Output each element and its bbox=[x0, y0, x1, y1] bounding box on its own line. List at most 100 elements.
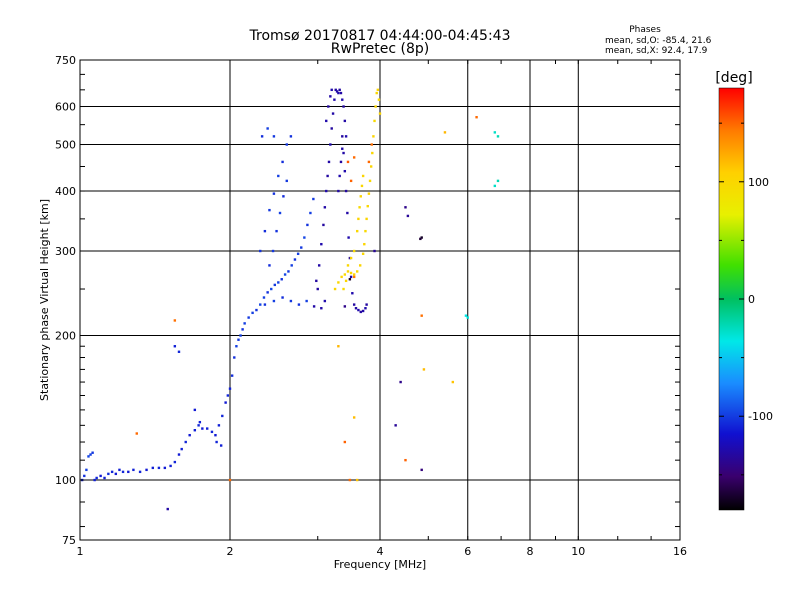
data-point bbox=[375, 91, 378, 95]
data-point bbox=[312, 197, 315, 201]
data-point bbox=[358, 206, 361, 209]
data-point bbox=[135, 432, 138, 435]
x-tick-label: 10 bbox=[571, 545, 585, 558]
data-point bbox=[422, 368, 426, 371]
y-axis-label: Stationary phase Virtual Height [km] bbox=[38, 199, 51, 401]
data-point bbox=[215, 440, 218, 444]
data-point bbox=[371, 151, 374, 155]
data-point bbox=[337, 281, 340, 284]
data-point bbox=[364, 307, 367, 310]
data-point bbox=[177, 453, 181, 456]
data-point bbox=[348, 256, 352, 260]
data-point bbox=[343, 305, 347, 308]
data-point bbox=[309, 211, 312, 215]
data-point bbox=[355, 270, 359, 273]
data-point bbox=[193, 408, 197, 412]
data-point bbox=[349, 271, 353, 275]
data-point bbox=[333, 287, 337, 291]
axis-ticks-layer: 1 2 4 6 8 10 16 75 100 200 300 400 500 600 750 bbox=[55, 54, 687, 558]
data-point bbox=[173, 319, 177, 322]
data-point bbox=[173, 460, 177, 464]
data-point bbox=[443, 131, 447, 134]
data-point bbox=[230, 374, 234, 377]
data-point bbox=[363, 242, 366, 246]
data-point bbox=[322, 223, 325, 227]
data-point bbox=[305, 299, 308, 303]
data-point bbox=[355, 229, 359, 233]
y-tick-label: 400 bbox=[55, 185, 76, 198]
data-point bbox=[496, 179, 500, 183]
y-tick-label: 100 bbox=[55, 474, 76, 487]
data-point bbox=[272, 192, 276, 195]
data-point bbox=[329, 143, 332, 146]
data-point bbox=[300, 246, 303, 249]
data-point bbox=[361, 174, 365, 178]
y-tick-label: 750 bbox=[55, 54, 76, 67]
data-point bbox=[451, 380, 455, 384]
data-point bbox=[374, 105, 377, 108]
data-point bbox=[349, 256, 353, 260]
data-point bbox=[335, 90, 339, 93]
data-point bbox=[287, 270, 290, 273]
data-point bbox=[239, 334, 242, 337]
data-point bbox=[344, 135, 348, 138]
data-point bbox=[303, 236, 306, 239]
data-point bbox=[317, 264, 321, 267]
data-point bbox=[394, 424, 397, 427]
data-point bbox=[91, 451, 94, 454]
grid-layer bbox=[79, 59, 681, 541]
x-tick-label: 2 bbox=[227, 545, 234, 558]
data-point bbox=[378, 112, 382, 115]
data-point bbox=[233, 356, 236, 359]
data-point bbox=[312, 305, 316, 308]
data-point bbox=[259, 303, 262, 306]
data-point bbox=[285, 179, 288, 183]
y-tick-label: 200 bbox=[55, 330, 76, 343]
data-point bbox=[355, 478, 359, 482]
data-point bbox=[320, 307, 323, 310]
data-point bbox=[173, 345, 177, 348]
data-point bbox=[281, 160, 284, 164]
data-point bbox=[283, 273, 287, 276]
data-point bbox=[198, 420, 202, 424]
data-point bbox=[289, 135, 293, 138]
x-tick-label: 16 bbox=[673, 545, 687, 558]
data-point bbox=[420, 236, 423, 239]
data-point bbox=[339, 91, 343, 95]
data-point bbox=[293, 258, 297, 261]
data-point bbox=[420, 314, 423, 317]
data-point bbox=[341, 98, 344, 101]
data-point bbox=[226, 394, 230, 397]
data-point bbox=[475, 116, 478, 119]
data-point bbox=[349, 179, 353, 183]
data-point bbox=[342, 105, 345, 108]
data-point bbox=[315, 279, 318, 283]
data-point bbox=[369, 165, 373, 168]
data-point bbox=[263, 229, 267, 233]
data-point bbox=[344, 189, 348, 193]
data-point bbox=[351, 292, 354, 295]
data-point bbox=[359, 310, 362, 314]
data-point bbox=[138, 470, 142, 474]
data-point bbox=[420, 468, 423, 472]
chart-title: Tromsø 20170817 04:44:00-04:45:43 bbox=[249, 28, 511, 44]
data-point bbox=[352, 273, 356, 276]
data-point bbox=[145, 468, 148, 472]
data-point bbox=[268, 208, 271, 212]
data-point bbox=[219, 444, 223, 447]
data-point bbox=[343, 169, 347, 173]
data-point bbox=[132, 468, 135, 472]
data-point bbox=[399, 380, 402, 384]
data-point bbox=[217, 424, 221, 427]
colorbar-ticks: 100 0 -100 bbox=[719, 122, 773, 476]
y-tick-label: 600 bbox=[55, 101, 76, 114]
x-tick-label: 8 bbox=[527, 545, 534, 558]
x-tick-label: 6 bbox=[464, 545, 471, 558]
data-point bbox=[406, 214, 410, 218]
data-point bbox=[271, 249, 275, 253]
data-point bbox=[262, 296, 266, 299]
data-point bbox=[247, 316, 250, 319]
data-point bbox=[151, 466, 155, 470]
data-point bbox=[352, 275, 356, 279]
data-point bbox=[341, 147, 344, 150]
